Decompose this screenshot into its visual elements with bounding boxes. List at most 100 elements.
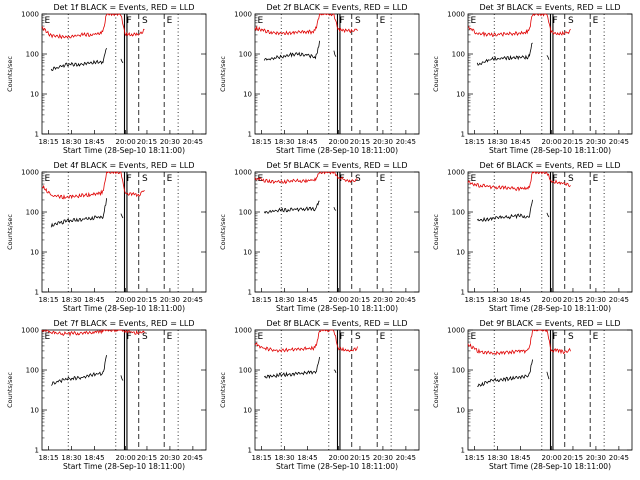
chart-panel-9: Det 9f BLACK = Events, RED = LLD 1 10 100 10…	[432, 319, 633, 471]
x-tick-label: 20:45	[396, 454, 416, 462]
event-marker: E	[257, 332, 263, 342]
x-tick-label: 18:45	[297, 454, 317, 462]
x-tick-label: 18:15	[251, 138, 271, 146]
event-marker: F	[126, 16, 131, 26]
chart-panel-8: Det 8f BLACK = Events, RED = LLD 1 10 100 10…	[219, 319, 420, 471]
x-tick-label: 20:30	[586, 296, 606, 304]
x-tick-label: 20:15	[350, 454, 370, 462]
series-line-black	[50, 355, 124, 386]
x-tick-label: 20:45	[183, 454, 203, 462]
y-tick-label: 1000	[21, 169, 39, 177]
event-marker: E	[167, 332, 173, 342]
chart-panel-6: Det 6f BLACK = Events, RED = LLD 1 10 100 10…	[432, 161, 633, 313]
x-tick-label: 18:30	[61, 454, 81, 462]
y-tick-label: 10	[30, 91, 39, 99]
x-tick-label: 20:00	[542, 296, 562, 304]
x-tick-label: 18:45	[297, 296, 317, 304]
event-marker: E	[167, 16, 173, 26]
y-tick-label: 10	[456, 249, 465, 257]
x-tick-label: 20:15	[563, 138, 583, 146]
y-axis-label: Counts/sec	[6, 56, 14, 92]
x-axis-label: Start Time (28-Sep-10 18:11:00)	[63, 304, 185, 313]
y-tick-label: 100	[239, 367, 252, 375]
x-tick-label: 18:30	[274, 138, 294, 146]
y-tick-label: 10	[243, 407, 252, 415]
event-marker: F	[126, 174, 131, 184]
x-axis-label: Start Time (28-Sep-10 18:11:00)	[489, 146, 611, 155]
y-axis-label: Counts/sec	[432, 372, 440, 408]
event-marker: E	[380, 16, 386, 26]
x-tick-label: 20:45	[609, 138, 629, 146]
y-tick-label: 1	[461, 447, 465, 455]
x-axis-label: Start Time (28-Sep-10 18:11:00)	[489, 462, 611, 471]
x-tick-label: 18:30	[487, 454, 507, 462]
x-tick-label: 18:45	[84, 138, 104, 146]
x-tick-label: 20:45	[183, 138, 203, 146]
y-tick-label: 1000	[234, 169, 252, 177]
y-tick-label: 1000	[447, 11, 465, 19]
chart-panel-3: Det 3f BLACK = Events, RED = LLD 1 10 100 10…	[432, 3, 633, 155]
panel-title: Det 9f BLACK = Events, RED = LLD	[479, 319, 620, 328]
x-tick-label: 18:15	[251, 296, 271, 304]
x-tick-label: 18:45	[297, 138, 317, 146]
x-tick-label: 20:30	[160, 454, 180, 462]
event-marker: F	[552, 16, 557, 26]
series-line-red	[467, 328, 571, 356]
panel-title: Det 4f BLACK = Events, RED = LLD	[53, 161, 194, 170]
x-tick-label: 20:45	[396, 296, 416, 304]
y-axis-label: Counts/sec	[219, 372, 227, 408]
x-tick-label: 20:00	[329, 454, 349, 462]
event-marker: S	[355, 332, 361, 342]
y-tick-label: 100	[452, 51, 465, 59]
chart-panel-1: Det 1f BLACK = Events, RED = LLD 1 10 100 10…	[6, 3, 207, 155]
series-line-black	[50, 47, 124, 72]
x-axis-label: Start Time (28-Sep-10 18:11:00)	[63, 146, 185, 155]
x-tick-label: 20:30	[160, 296, 180, 304]
x-tick-label: 18:30	[274, 454, 294, 462]
panel-title: Det 8f BLACK = Events, RED = LLD	[266, 319, 407, 328]
chart-panel-2: Det 2f BLACK = Events, RED = LLD 1 10 100 10…	[219, 3, 420, 155]
panel-title: Det 1f BLACK = Events, RED = LLD	[53, 3, 194, 12]
y-tick-label: 100	[239, 209, 252, 217]
x-axis-label: Start Time (28-Sep-10 18:11:00)	[489, 304, 611, 313]
y-tick-label: 1	[35, 131, 39, 139]
x-tick-label: 18:45	[84, 454, 104, 462]
chart-panel-4: Det 4f BLACK = Events, RED = LLD 1 10 100 10…	[6, 161, 207, 313]
x-tick-label: 18:30	[61, 138, 81, 146]
x-tick-label: 18:15	[38, 138, 58, 146]
y-tick-label: 1000	[21, 11, 39, 19]
y-axis-label: Counts/sec	[432, 214, 440, 250]
event-marker: S	[568, 332, 574, 342]
x-tick-label: 18:15	[464, 296, 484, 304]
x-tick-label: 20:15	[350, 296, 370, 304]
x-tick-label: 20:00	[542, 454, 562, 462]
event-marker: E	[470, 174, 476, 184]
y-tick-label: 1	[461, 289, 465, 297]
event-marker: E	[380, 332, 386, 342]
y-tick-label: 1	[248, 289, 252, 297]
event-marker: S	[355, 16, 361, 26]
x-tick-label: 20:00	[116, 296, 136, 304]
series-line-black	[263, 200, 337, 214]
x-tick-label: 18:30	[274, 296, 294, 304]
event-marker: F	[126, 332, 131, 342]
event-marker: S	[568, 174, 574, 184]
x-tick-label: 18:30	[487, 296, 507, 304]
x-tick-label: 18:45	[510, 138, 530, 146]
y-tick-label: 10	[243, 249, 252, 257]
event-marker: E	[593, 16, 599, 26]
x-tick-label: 20:00	[116, 138, 136, 146]
x-tick-label: 20:30	[373, 454, 393, 462]
x-tick-label: 18:15	[464, 138, 484, 146]
y-tick-label: 1000	[234, 11, 252, 19]
x-tick-label: 20:45	[396, 138, 416, 146]
y-axis-label: Counts/sec	[219, 56, 227, 92]
series-line-black	[263, 356, 337, 380]
x-tick-label: 18:30	[61, 296, 81, 304]
event-marker: E	[44, 174, 50, 184]
x-tick-label: 18:45	[84, 296, 104, 304]
x-tick-label: 20:00	[542, 138, 562, 146]
y-axis-label: Counts/sec	[6, 372, 14, 408]
series-line-black	[476, 42, 550, 66]
